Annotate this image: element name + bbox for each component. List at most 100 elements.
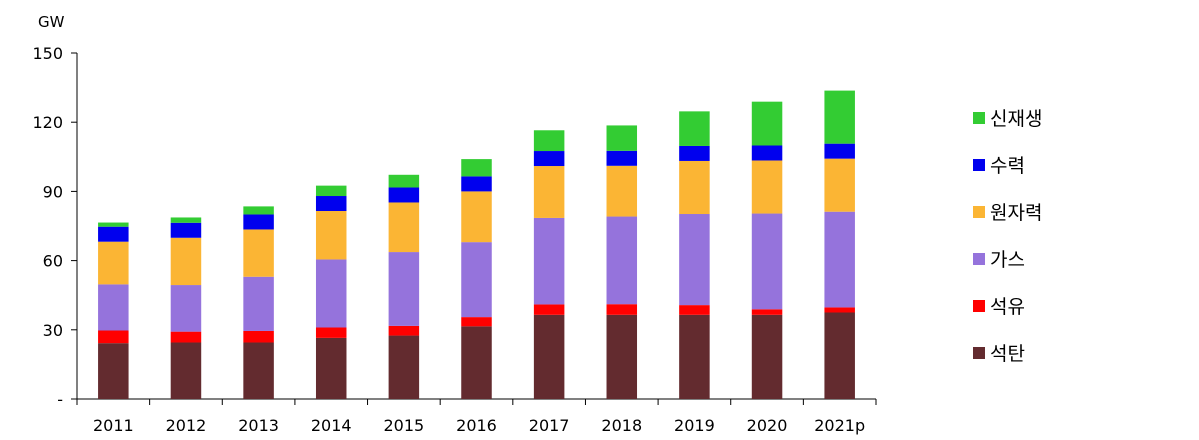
x-tick-label: 2018 <box>601 416 642 435</box>
legend-label: 가스 <box>990 249 1025 271</box>
bar-segment-5 <box>388 174 420 188</box>
bar-segment-0 <box>388 335 420 399</box>
bar-segment-5 <box>98 222 129 227</box>
bar-segment-4 <box>679 145 710 161</box>
bar-segment-4 <box>98 226 129 242</box>
x-tick-label: 2012 <box>166 416 207 435</box>
y-tick-label: 150 <box>32 44 63 63</box>
y-tick-label: 90 <box>43 182 63 201</box>
bar-segment-5 <box>679 111 710 146</box>
bar-segment-2 <box>315 259 347 328</box>
bar-segment-3 <box>679 160 710 215</box>
bar-segment-2 <box>243 276 274 331</box>
y-axis-unit-label: GW <box>38 13 65 31</box>
x-tick-label: 2020 <box>747 416 788 435</box>
bar-segment-1 <box>533 304 565 315</box>
bar-segment-1 <box>243 330 274 343</box>
bar-segment-3 <box>170 237 202 286</box>
bar-segment-5 <box>533 130 565 152</box>
bar-segment-4 <box>315 196 347 212</box>
bar-segment-3 <box>533 166 565 218</box>
bar-segment-3 <box>824 158 855 212</box>
bar-segment-4 <box>824 143 855 159</box>
bar-segment-4 <box>606 150 638 166</box>
bar-segment-3 <box>243 229 274 277</box>
bar-segment-2 <box>533 217 565 305</box>
bar-segment-3 <box>461 191 492 243</box>
x-tick-label: 2015 <box>384 416 425 435</box>
bar-segment-0 <box>533 314 565 399</box>
x-tick-label: 2021p <box>814 416 865 435</box>
bar-segment-5 <box>243 206 274 215</box>
bar-segment-1 <box>679 305 710 315</box>
legend-swatch <box>973 159 985 171</box>
legend-label: 석유 <box>990 296 1025 318</box>
bar-segment-0 <box>751 314 783 399</box>
x-axis: 2011 2012 2013 2014 2015 2016 2017 2018 2019 2020… <box>76 398 877 435</box>
y-tick-label: 60 <box>43 252 63 271</box>
x-tick-label: 2014 <box>311 416 352 435</box>
bar-segment-4 <box>461 176 492 192</box>
legend-label: 석탄 <box>990 343 1025 365</box>
legend-swatch <box>973 347 985 359</box>
bar-segment-2 <box>388 252 420 326</box>
bar-segment-5 <box>751 101 783 146</box>
y-tick-label: - <box>57 390 63 409</box>
bar-segment-2 <box>170 285 202 332</box>
bar-segment-0 <box>679 314 710 399</box>
legend-label: 원자력 <box>990 202 1042 224</box>
bar-segment-0 <box>98 343 129 399</box>
bar-segment-5 <box>824 90 855 144</box>
bar-segment-4 <box>388 187 420 203</box>
legend-swatch <box>973 300 985 312</box>
bar-segment-5 <box>170 217 202 223</box>
bar-segment-4 <box>751 145 783 161</box>
bar-segment-0 <box>606 314 638 399</box>
bar-segment-4 <box>533 151 565 167</box>
bar-segment-2 <box>98 284 129 331</box>
bar-segment-2 <box>824 211 855 308</box>
bar-segment-0 <box>170 342 202 399</box>
legend-label: 신재생 <box>990 108 1042 130</box>
bar-segment-2 <box>461 242 492 318</box>
x-tick-label: 2013 <box>238 416 279 435</box>
bar-segment-2 <box>606 216 638 305</box>
bar-segment-0 <box>824 312 855 399</box>
bar-segment-3 <box>315 211 347 260</box>
y-tick-label: 120 <box>32 113 63 132</box>
legend-swatch <box>973 253 985 265</box>
bar-segment-5 <box>315 185 347 197</box>
bars <box>98 90 855 399</box>
bar-segment-1 <box>98 330 129 344</box>
bar-segment-5 <box>606 125 638 151</box>
bar-segment-1 <box>751 309 783 315</box>
y-axis: - 30 60 90 120 150 <box>32 44 78 409</box>
x-tick-label: 2019 <box>674 416 715 435</box>
bar-segment-3 <box>98 241 129 285</box>
bar-segment-5 <box>461 159 492 177</box>
x-tick-label: 2016 <box>456 416 497 435</box>
bar-segment-1 <box>315 327 347 338</box>
bar-segment-1 <box>824 307 855 313</box>
bar-segment-1 <box>388 325 420 336</box>
bar-segment-3 <box>388 202 420 253</box>
bar-segment-1 <box>606 304 638 315</box>
legend-swatch <box>973 112 985 124</box>
bar-segment-2 <box>751 213 783 310</box>
legend-swatch <box>973 206 985 218</box>
y-tick-label: 30 <box>43 321 63 340</box>
bar-segment-4 <box>170 222 202 238</box>
bar-segment-0 <box>315 337 347 399</box>
legend-label: 수력 <box>990 155 1025 177</box>
bar-segment-2 <box>679 214 710 306</box>
x-tick-label: 2011 <box>93 416 134 435</box>
bar-segment-1 <box>170 331 202 343</box>
bar-segment-4 <box>243 214 274 230</box>
bar-segment-0 <box>243 342 274 399</box>
bar-segment-1 <box>461 317 492 327</box>
bar-segment-3 <box>606 165 638 217</box>
bar-segment-3 <box>751 160 783 214</box>
bar-segment-0 <box>461 326 492 399</box>
